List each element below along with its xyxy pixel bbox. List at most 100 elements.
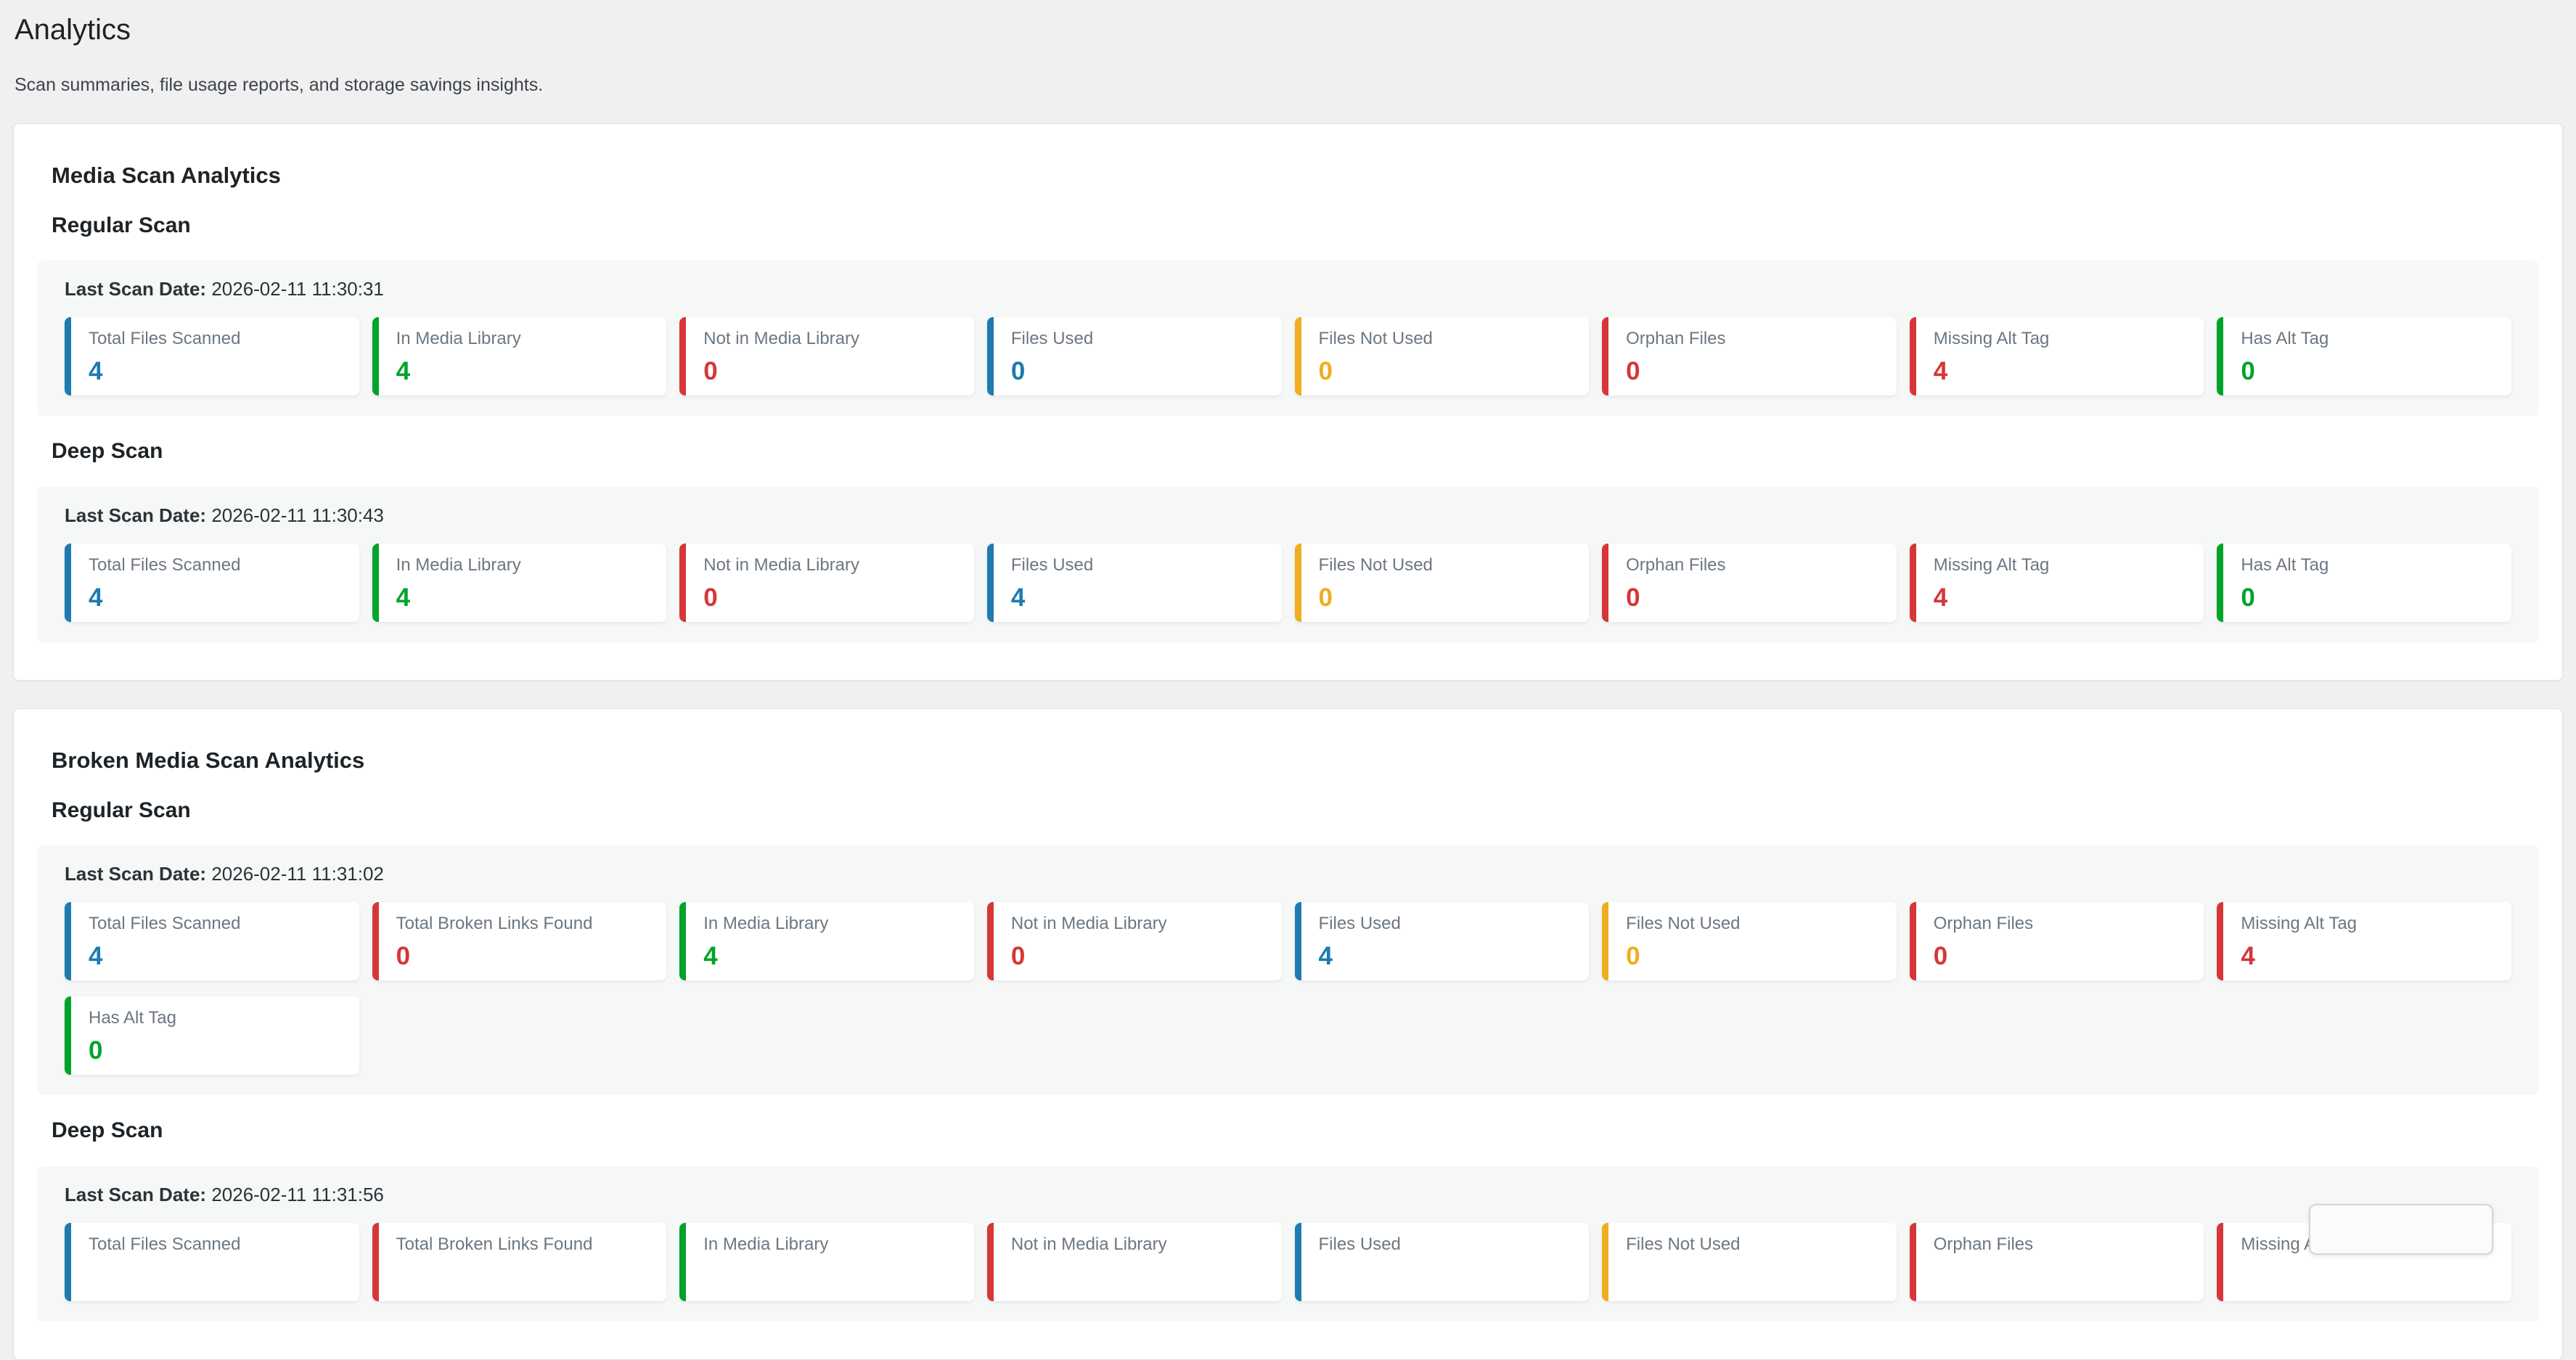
stat-label: Orphan Files [1933,914,2034,933]
stat-label: In Media Library [703,914,829,933]
stat-card: Files Used 4 [986,543,1282,622]
stat-label: In Media Library [396,554,521,575]
stat-card: Total Files Scanned [65,1222,359,1301]
stat-label: Total Files Scanned [89,329,241,349]
scan-name: Deep Scan [52,1118,163,1142]
stat-label: Files Used [1010,554,1094,575]
last-scan-date: Last Scan Date: 2026-02-11 11:31:02 [65,863,2511,885]
stat-value: 4 [1318,942,1333,970]
stat-card: Files Used 0 [986,317,1282,396]
stat-value: 4 [396,583,411,612]
stat-value: 0 [89,1036,103,1065]
scan-name: Deep Scan [52,439,163,464]
stat-card: Files Used [1294,1222,1590,1301]
stat-card: Total Files Scanned 4 [65,543,359,622]
stat-label: Not in Media Library [1010,1234,1167,1254]
stat-value: 0 [1626,583,1640,612]
stat-value: 4 [1933,357,1948,386]
stat-value: 0 [2241,583,2255,612]
stat-card: Files Not Used 0 [1294,543,1590,622]
last-scan-date-label: Last Scan Date: [65,1183,207,1205]
last-scan-date: Last Scan Date: 2026-02-11 11:30:43 [65,504,2511,526]
scan-summary-panel: Last Scan Date: 2026-02-11 11:30:31 Tota… [38,261,2538,417]
stat-label: Not in Media Library [703,329,860,349]
stat-value: 0 [1010,357,1026,386]
stat-label: Total Broken Links Found [396,914,593,933]
stats-grid: Total Files Scanned 4 In Media Library 4… [65,543,2511,622]
stat-card: In Media Library 4 [372,317,667,396]
stat-value: 0 [1933,942,1948,970]
stat-card: Total Broken Links Found [372,1222,667,1301]
stats-grid: Total Files Scanned 4 Total Broken Links… [65,902,2511,1075]
stat-value: 4 [89,942,103,970]
stat-label: Missing Alt Tag [1933,554,2050,575]
stat-label: Total Files Scanned [89,1234,241,1254]
stat-label: Orphan Files [1626,329,1726,349]
sections-container: Media Scan Analytics Regular Scan Last S… [0,123,2576,1360]
stat-card: Total Broken Links Found 0 [372,902,667,980]
analytics-section-card: Media Scan Analytics Regular Scan Last S… [13,123,2563,681]
page-title: Analytics [15,14,131,46]
section-title: Media Scan Analytics [52,163,281,188]
stat-value: 0 [1010,942,1026,970]
last-scan-date: Last Scan Date: 2026-02-11 11:30:31 [65,278,2511,300]
stat-value: 0 [703,357,718,386]
stat-label: Has Alt Tag [2241,329,2329,349]
scan-summary-panel: Last Scan Date: 2026-02-11 11:30:43 Tota… [38,486,2538,642]
stat-card: Not in Media Library 0 [679,317,974,396]
scan-summary-panel: Last Scan Date: 2026-02-11 11:31:56 Tota… [38,1166,2538,1322]
stat-value: 0 [396,942,411,970]
last-scan-date-label: Last Scan Date: [65,863,207,885]
stat-label: Files Not Used [1626,1234,1741,1254]
stat-value: 4 [2241,942,2255,970]
last-scan-date-value: 2026-02-11 11:31:56 [211,1183,384,1205]
last-scan-date-value: 2026-02-11 11:31:02 [211,863,384,885]
scan-block: Deep Scan Last Scan Date: 2026-02-11 11:… [25,438,2551,642]
stat-label: Orphan Files [1933,1234,2034,1254]
stat-label: Has Alt Tag [2241,554,2329,575]
stat-value: 0 [1318,357,1333,386]
last-scan-date-label: Last Scan Date: [65,278,207,300]
stat-card: Orphan Files 0 [1602,317,1897,396]
stat-value: 0 [1626,942,1640,970]
last-scan-date-label: Last Scan Date: [65,504,207,526]
stat-value: 4 [1933,583,1948,612]
stat-card: Total Files Scanned 4 [65,902,359,980]
stat-card: Has Alt Tag 0 [65,996,359,1075]
stat-label: Files Used [1010,329,1094,349]
stat-card: Not in Media Library [986,1222,1282,1301]
stat-card: Missing Alt Tag 4 [1909,543,2204,622]
stats-grid: Total Files Scanned Total Broken Links F… [65,1222,2511,1301]
stat-card: Files Not Used 0 [1294,317,1590,396]
analytics-section-card: Broken Media Scan Analytics Regular Scan… [13,708,2563,1360]
stat-card: Orphan Files [1909,1222,2204,1301]
stat-value: 4 [703,942,718,970]
stat-card: Missing Alt Tag 4 [1909,317,2204,396]
stat-label: Orphan Files [1626,554,1726,575]
last-scan-date-value: 2026-02-11 11:30:31 [211,278,384,300]
stat-card: In Media Library 4 [372,543,667,622]
scan-summary-panel: Last Scan Date: 2026-02-11 11:31:02 Tota… [38,845,2538,1095]
stat-value: 4 [1010,583,1026,612]
stat-label: Files Not Used [1318,329,1433,349]
scan-name: Regular Scan [52,213,191,237]
stat-card: Total Files Scanned 4 [65,317,359,396]
scan-list: Regular Scan Last Scan Date: 2026-02-11 … [25,797,2551,1322]
stat-card: Files Used 4 [1294,902,1590,980]
stat-value: 0 [1318,583,1333,612]
stat-card: Orphan Files 0 [1602,543,1897,622]
page-subtitle: Scan summaries, file usage reports, and … [15,75,544,95]
stat-value: 0 [2241,357,2255,386]
stat-label: Files Used [1318,1234,1401,1254]
stat-label: Files Not Used [1626,914,1741,933]
stat-label: Missing Alt Tag [1933,329,2050,349]
stat-value: 4 [89,583,103,612]
stat-label: Not in Media Library [1010,914,1167,933]
stat-label: Files Not Used [1318,554,1433,575]
scan-block: Deep Scan Last Scan Date: 2026-02-11 11:… [25,1117,2551,1322]
stat-label: Missing Alt Tag [2241,914,2358,933]
tooltip-popup [2309,1204,2493,1255]
last-scan-date: Last Scan Date: 2026-02-11 11:31:56 [65,1184,2511,1205]
stat-label: Has Alt Tag [89,1008,176,1028]
stat-value: 0 [703,583,718,612]
